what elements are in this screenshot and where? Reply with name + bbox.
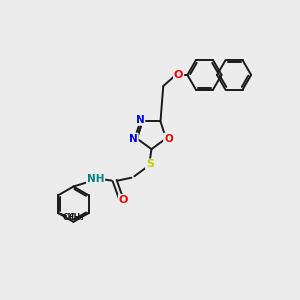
Text: CH₃: CH₃ [63,213,78,222]
Text: N: N [129,134,138,143]
Text: N: N [136,115,145,125]
Text: CH₃: CH₃ [69,213,84,222]
Text: O: O [174,70,183,80]
Text: NH: NH [87,174,104,184]
Text: O: O [164,134,173,143]
Text: S: S [146,159,154,170]
Text: O: O [119,195,128,205]
